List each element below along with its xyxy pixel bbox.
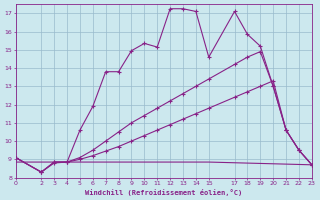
X-axis label: Windchill (Refroidissement éolien,°C): Windchill (Refroidissement éolien,°C) bbox=[85, 189, 242, 196]
